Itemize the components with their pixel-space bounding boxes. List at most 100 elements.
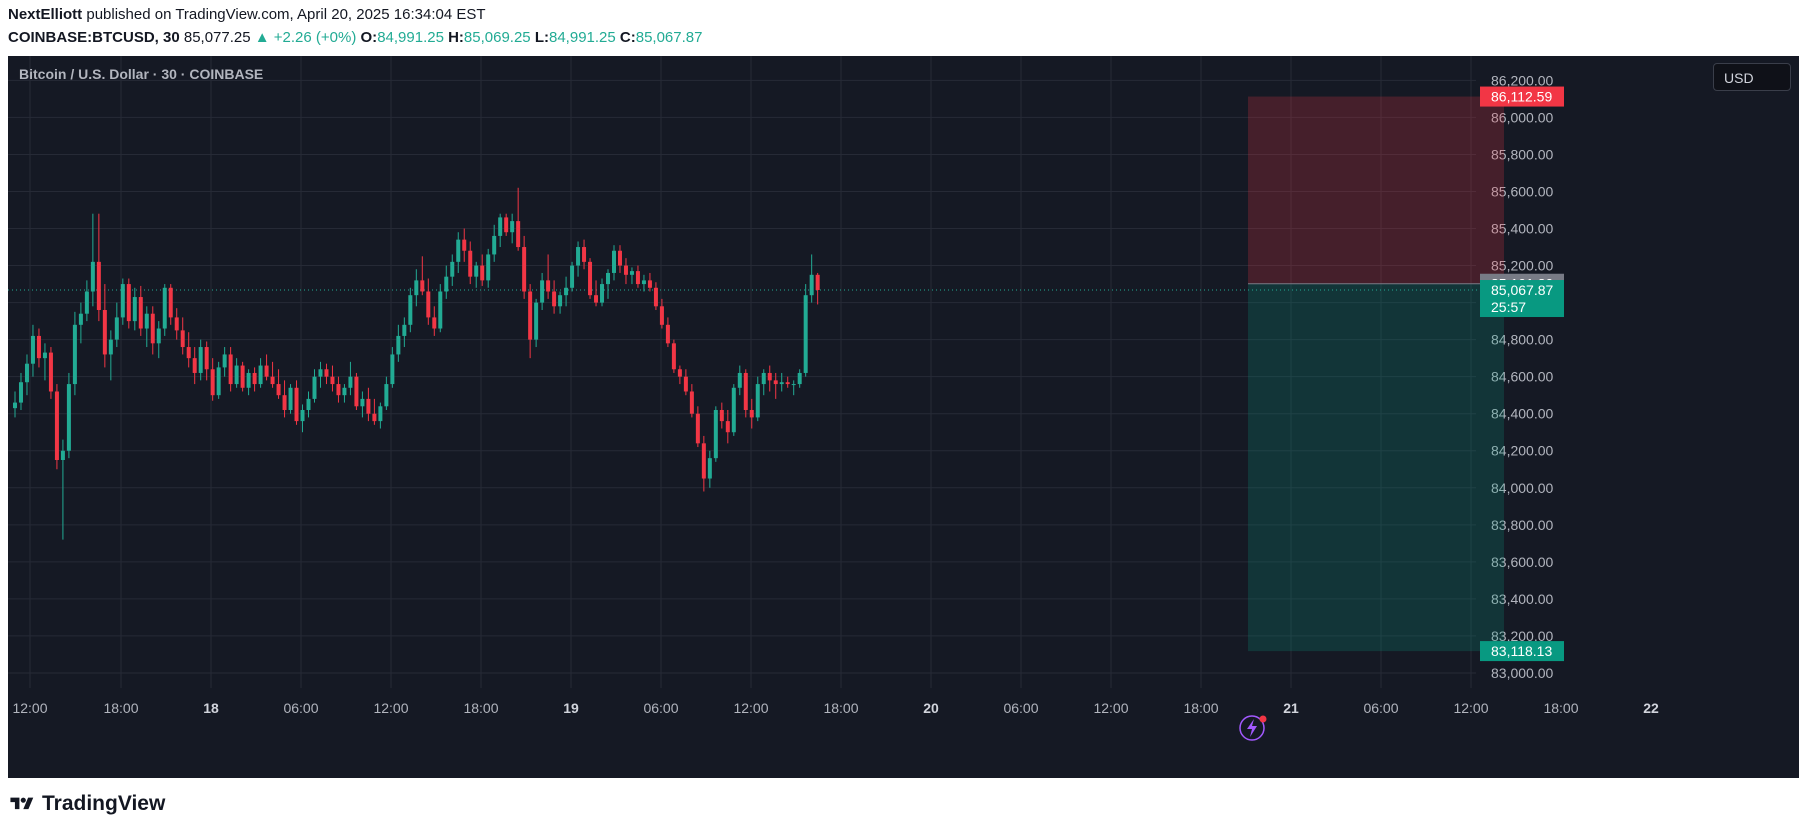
candle-body[interactable]	[234, 365, 239, 385]
candle-body[interactable]	[510, 221, 515, 233]
candle-body[interactable]	[168, 287, 173, 318]
candle-body[interactable]	[264, 365, 269, 377]
candle-body[interactable]	[174, 317, 179, 331]
candle-body[interactable]	[540, 280, 545, 303]
candle-body[interactable]	[300, 410, 305, 422]
lightning-icon[interactable]	[1239, 715, 1267, 741]
candle-body[interactable]	[761, 372, 766, 385]
candle-body[interactable]	[378, 406, 383, 422]
candle-body[interactable]	[54, 391, 59, 460]
candle-body[interactable]	[683, 376, 688, 392]
candle-body[interactable]	[558, 295, 563, 307]
candle-body[interactable]	[366, 398, 371, 414]
candle-body[interactable]	[492, 235, 497, 255]
candle-body[interactable]	[432, 317, 437, 329]
candle-body[interactable]	[252, 372, 257, 385]
candle-body[interactable]	[480, 265, 485, 281]
candle-body[interactable]	[66, 384, 71, 451]
candle-body[interactable]	[474, 265, 479, 277]
candle-body[interactable]	[348, 376, 353, 388]
stop-loss-zone[interactable]	[1248, 96, 1504, 284]
candle-body[interactable]	[444, 276, 449, 292]
take-profit-zone[interactable]	[1248, 283, 1504, 652]
candle-body[interactable]	[695, 413, 700, 444]
candle-body[interactable]	[635, 271, 640, 285]
candle-body[interactable]	[713, 410, 718, 459]
candle-body[interactable]	[707, 458, 712, 479]
candle-body[interactable]	[426, 291, 431, 318]
candle-body[interactable]	[384, 384, 389, 407]
candle-body[interactable]	[611, 250, 616, 273]
candle-body[interactable]	[276, 384, 281, 396]
candle-body[interactable]	[270, 376, 275, 385]
candle-body[interactable]	[126, 284, 131, 322]
candle-body[interactable]	[546, 280, 551, 292]
candle-body[interactable]	[534, 302, 539, 340]
candle-body[interactable]	[653, 287, 658, 307]
candle-body[interactable]	[438, 291, 443, 329]
candle-body[interactable]	[629, 271, 634, 275]
candle-body[interactable]	[30, 335, 35, 364]
candle-body[interactable]	[36, 335, 41, 359]
candle-body[interactable]	[456, 239, 461, 262]
candle-body[interactable]	[414, 280, 419, 296]
candle-body[interactable]	[570, 265, 575, 288]
candle-body[interactable]	[306, 398, 311, 410]
candle-body[interactable]	[192, 358, 197, 373]
candle-body[interactable]	[659, 306, 664, 325]
author-name[interactable]: NextElliott	[8, 6, 83, 23]
candle-body[interactable]	[228, 354, 233, 385]
candle-body[interactable]	[462, 239, 467, 251]
candle-body[interactable]	[576, 247, 581, 266]
candle-body[interactable]	[450, 261, 455, 277]
candle-body[interactable]	[24, 363, 29, 383]
candle-body[interactable]	[42, 352, 47, 359]
candle-body[interactable]	[731, 387, 736, 433]
currency-button[interactable]: USD	[1713, 63, 1791, 91]
candle-body[interactable]	[797, 372, 802, 385]
candle-body[interactable]	[773, 380, 778, 385]
candle-body[interactable]	[294, 387, 299, 422]
candle-body[interactable]	[617, 250, 622, 266]
candle-body[interactable]	[180, 330, 185, 348]
candle-body[interactable]	[803, 295, 808, 373]
candle-body[interactable]	[486, 254, 491, 281]
candle-body[interactable]	[60, 450, 65, 460]
candle-body[interactable]	[342, 387, 347, 396]
candle-body[interactable]	[78, 313, 83, 325]
candle-body[interactable]	[719, 410, 724, 422]
candle-body[interactable]	[216, 367, 221, 396]
candle-body[interactable]	[671, 343, 676, 370]
candle-body[interactable]	[528, 291, 533, 340]
candle-body[interactable]	[90, 261, 95, 292]
candlestick-chart[interactable]: 86,200.00 86,000.00 85,800.00 85,600.00 85,4…	[8, 56, 1799, 778]
candle-body[interactable]	[420, 280, 425, 292]
candle-body[interactable]	[144, 313, 149, 329]
candle-body[interactable]	[240, 365, 245, 388]
candle-body[interactable]	[588, 261, 593, 296]
candle-body[interactable]	[72, 324, 77, 385]
candle-body[interactable]	[641, 280, 646, 285]
candle-body[interactable]	[114, 317, 119, 340]
candle-body[interactable]	[498, 217, 503, 236]
candle-body[interactable]	[725, 421, 730, 433]
candle-body[interactable]	[360, 398, 365, 407]
candle-body[interactable]	[396, 335, 401, 355]
candle-body[interactable]	[408, 295, 413, 325]
candle-body[interactable]	[600, 284, 605, 303]
candle-body[interactable]	[767, 372, 772, 381]
candle-body[interactable]	[689, 391, 694, 414]
candle-body[interactable]	[330, 376, 335, 385]
candle-body[interactable]	[606, 272, 611, 285]
candle-body[interactable]	[504, 217, 509, 233]
candle-body[interactable]	[468, 250, 473, 277]
candle-body[interactable]	[246, 372, 251, 388]
candle-body[interactable]	[701, 443, 706, 479]
candle-body[interactable]	[785, 382, 790, 385]
candle-body[interactable]	[138, 297, 143, 329]
candle-body[interactable]	[815, 274, 820, 290]
candle-body[interactable]	[120, 284, 125, 318]
candle-body[interactable]	[779, 382, 784, 385]
candle-body[interactable]	[198, 347, 203, 373]
candle-body[interactable]	[809, 274, 814, 296]
